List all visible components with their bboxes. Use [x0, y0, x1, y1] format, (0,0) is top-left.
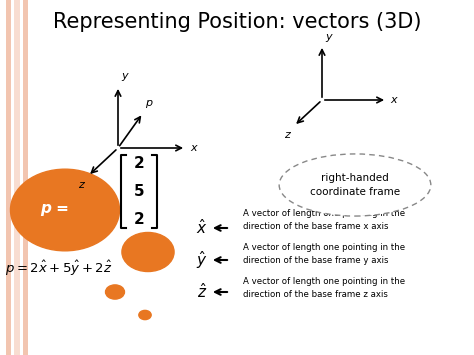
Text: $\hat{z}$: $\hat{z}$ — [197, 283, 207, 301]
Circle shape — [139, 310, 151, 320]
Text: y: y — [121, 71, 128, 81]
Text: z: z — [78, 180, 84, 190]
Circle shape — [10, 169, 119, 251]
Text: A vector of length one pointing in the
direction of the base frame x axis: A vector of length one pointing in the d… — [243, 209, 405, 231]
Text: Representing Position: vectors (3D): Representing Position: vectors (3D) — [53, 12, 421, 32]
Text: $p = 2\hat{x}+5\hat{y}+2\hat{z}$: $p = 2\hat{x}+5\hat{y}+2\hat{z}$ — [5, 258, 112, 278]
Bar — [14, 0, 20, 355]
Text: p =: p = — [41, 201, 69, 215]
Text: $\hat{y}$: $\hat{y}$ — [196, 249, 208, 271]
Text: z: z — [284, 130, 290, 140]
Bar — [14, 0, 20, 355]
Circle shape — [106, 285, 125, 299]
Bar — [23, 0, 28, 355]
Text: 2: 2 — [134, 213, 145, 228]
Text: A vector of length one pointing in the
direction of the base frame z axis: A vector of length one pointing in the d… — [243, 277, 405, 299]
Text: y: y — [325, 32, 332, 42]
Ellipse shape — [279, 154, 431, 216]
Text: p: p — [145, 98, 152, 108]
Text: x: x — [390, 95, 397, 105]
Text: x: x — [190, 143, 197, 153]
Bar — [6, 0, 11, 355]
Text: A vector of length one pointing in the
direction of the base frame y axis: A vector of length one pointing in the d… — [243, 243, 405, 265]
Text: right-handed
coordinate frame: right-handed coordinate frame — [310, 173, 400, 197]
Text: 5: 5 — [134, 185, 144, 200]
Circle shape — [122, 233, 174, 272]
Text: 2: 2 — [134, 155, 145, 170]
Text: $\hat{x}$: $\hat{x}$ — [196, 219, 208, 237]
